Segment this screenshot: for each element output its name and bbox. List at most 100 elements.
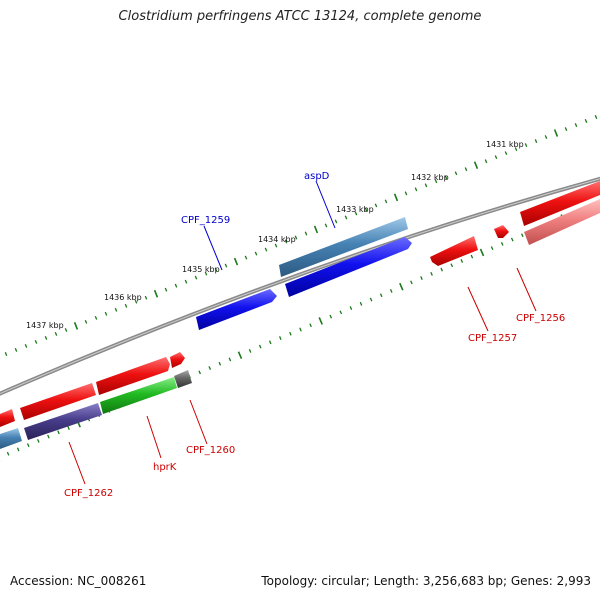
gene-labels: aspD CPF_1259 CPF_1256 CPF_1257 CPF_1260… [64, 171, 565, 499]
label-CPF_1256: CPF_1256 [516, 313, 565, 324]
gene-CPF_1259[interactable] [285, 237, 412, 297]
inner-tick-28 [279, 336, 282, 340]
outer-tick-5 [44, 335, 48, 340]
outer-tick-2 [14, 348, 18, 352]
inner-tick-26 [258, 344, 262, 349]
outer-tick-21 [204, 271, 208, 276]
outer-tick-43 [424, 183, 428, 188]
inner-tick-50 [500, 241, 504, 246]
outer-tick-18 [174, 283, 178, 288]
label-CPF_1259: CPF_1259 [181, 215, 230, 226]
label-hprK: hprK [153, 462, 177, 473]
outer-tick-36 [354, 211, 358, 216]
inner-tick-42 [420, 276, 423, 281]
inner-tick-30 [299, 327, 302, 332]
gene-red-mid-left[interactable] [96, 357, 170, 395]
gene-red-far-left[interactable] [20, 383, 96, 420]
inner-tick-51 [510, 237, 514, 242]
outer-tick-42 [414, 187, 418, 192]
label-aspD: aspD [304, 171, 330, 182]
gene-aspD[interactable] [279, 217, 408, 277]
outer-tick-54 [534, 139, 538, 144]
outer-tick-39 [384, 199, 388, 204]
outer-tick-34 [334, 219, 338, 224]
map-title: Clostridium perfringens ATCC 13124, comp… [118, 9, 482, 24]
outer-tick-22 [214, 267, 218, 272]
outer-tick-6 [54, 331, 58, 336]
inner-tick-52 [521, 233, 524, 238]
label-CPF_1262: CPF_1262 [64, 488, 113, 499]
outer-tick-52 [514, 147, 518, 152]
outer-tick-19 [184, 279, 188, 284]
inner-tick-48 [479, 248, 485, 257]
outer-tick-25 [244, 255, 248, 260]
outer-tick-45 [444, 175, 448, 180]
outer-tick-51 [504, 151, 508, 156]
inner-tick-2 [16, 447, 20, 452]
inner-scale-ticks [0, 203, 595, 462]
outer-tick-33 [324, 223, 328, 228]
inner-tick-24 [237, 351, 243, 360]
outer-tick-11 [104, 311, 108, 316]
scale-label-1432: 1432 kbp [411, 173, 449, 182]
inner-tick-3 [26, 443, 30, 448]
outer-tick-12 [114, 307, 118, 312]
inner-tick-27 [268, 340, 272, 345]
gene-blue-left[interactable] [196, 289, 277, 330]
gene-red-small-top[interactable] [170, 352, 185, 368]
outer-tick-60 [594, 115, 598, 119]
outer-tick-46 [454, 171, 458, 176]
outer-tick-23 [224, 263, 228, 268]
inner-tick-32 [318, 317, 323, 325]
inner-tick-39 [389, 289, 393, 293]
inner-tick-33 [329, 314, 333, 319]
outer-tick-31 [304, 231, 308, 236]
gene-CPF_1257[interactable] [430, 236, 478, 266]
outer-tick-26 [254, 251, 258, 256]
outer-tick-48 [473, 161, 479, 169]
inner-tick-44 [440, 267, 443, 272]
outer-tick-49 [484, 159, 488, 164]
outer-tick-27 [264, 247, 268, 252]
outer-tick-24 [233, 257, 239, 266]
scale-label-1435: 1435 kbp [182, 265, 220, 274]
gene-red-edge-left[interactable] [0, 409, 15, 427]
outer-tick-50 [494, 155, 498, 160]
scale-label-1437: 1437 kbp [26, 321, 64, 330]
outer-scale-ticks [4, 115, 598, 356]
outer-tick-57 [564, 127, 568, 131]
outer-tick-28 [274, 243, 278, 248]
outer-tick-20 [194, 275, 198, 280]
outer-tick-37 [364, 207, 368, 212]
inner-tick-22 [218, 361, 222, 366]
gene-CPF_1260[interactable] [174, 370, 192, 388]
outer-tick-1 [4, 352, 8, 356]
gene-hprK[interactable] [100, 377, 177, 414]
outer-tick-29 [284, 239, 288, 244]
inner-tick-49 [490, 246, 494, 251]
outer-tick-38 [374, 203, 378, 208]
label-leaders [68, 180, 537, 485]
gene-red-upper-right[interactable] [520, 181, 600, 226]
outer-tick-44 [434, 179, 438, 184]
outer-tick-3 [24, 344, 28, 348]
outer-tick-16 [153, 289, 159, 298]
gene-CPF_1256[interactable] [494, 225, 509, 238]
outer-tick-14 [134, 299, 138, 304]
scale-label-1431: 1431 kbp [486, 140, 524, 149]
scale-label-1433: 1433 kbp [336, 205, 374, 214]
gene-steelblue-edge[interactable] [0, 428, 22, 449]
inner-tick-40 [399, 282, 404, 291]
inner-tick-6 [57, 430, 60, 435]
gene-pink-right[interactable] [524, 199, 600, 245]
outer-tick-13 [124, 303, 128, 308]
outer-tick-8 [73, 322, 79, 330]
gene-CPF_1262[interactable] [24, 403, 102, 440]
inner-tick-35 [349, 306, 353, 310]
outer-tick-17 [164, 287, 168, 292]
reverse-genes [0, 199, 600, 449]
outer-tick-55 [544, 135, 548, 140]
inner-tick-20 [198, 370, 201, 375]
inner-tick-23 [228, 357, 232, 362]
